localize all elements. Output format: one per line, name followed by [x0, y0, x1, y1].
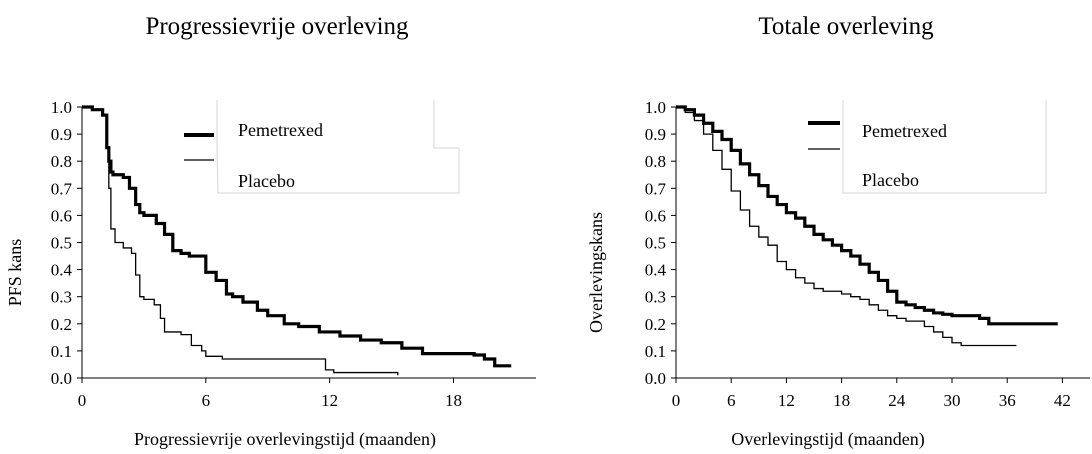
- series-line-placebo: [676, 106, 1017, 347]
- y-tick-label: 0.5: [645, 234, 666, 253]
- y-tick-label: 0.6: [645, 206, 666, 225]
- x-tick-label: 42: [1054, 391, 1071, 410]
- legend: Pemetrexed Placebo: [184, 100, 460, 194]
- y-tick-label: 0.0: [51, 369, 72, 388]
- chart-title: Totale overleving: [758, 13, 934, 40]
- y-tick-label: 0.4: [51, 261, 73, 280]
- y-tick-label: 0.8: [645, 152, 666, 171]
- chart-title: Progressievrije overleving: [145, 13, 409, 40]
- legend-box: [216, 100, 460, 194]
- y-tick-label: 1.0: [645, 98, 666, 117]
- legend-label: Placebo: [238, 171, 295, 191]
- y-tick-label: 0.3: [645, 288, 666, 307]
- y-tick-label: 0.5: [51, 234, 72, 253]
- y-axis-label: PFS kans: [5, 239, 25, 307]
- legend: Pemetrexed Placebo: [808, 100, 1047, 194]
- series-line-pemetrexed: [82, 105, 512, 368]
- series-line-placebo: [82, 106, 399, 376]
- x-tick-label: 18: [833, 391, 850, 410]
- y-tick-label: 0.3: [51, 288, 72, 307]
- x-tick-label: 30: [944, 391, 961, 410]
- x-tick-label: 24: [888, 391, 906, 410]
- chart-plot-area: 0.0 0.1 0.2 0.3 0.4 0.5 0.6 0.7 0.8 0.9 1.0 0 6 12 18 2…: [586, 98, 1090, 450]
- y-tick-label: 0.6: [51, 206, 72, 225]
- y-tick-label: 0.0: [645, 369, 666, 388]
- chart-overall-survival: Totale overleving 0.0 0.1 0.2 0.3 0.4 0.5 0.6 0…: [546, 0, 1092, 454]
- y-tick-label: 0.9: [51, 125, 72, 144]
- y-tick-label: 0.9: [645, 125, 666, 144]
- x-tick-label: 0: [78, 391, 87, 410]
- y-tick-label: 0.4: [645, 261, 667, 280]
- series-line-pemetrexed: [676, 105, 1058, 326]
- chart-progression-free-survival: Progressievrije overleving 0.0 0.1 0.2 0.3 0…: [5, 13, 536, 450]
- x-axis-label: Overlevingstijd (maanden): [731, 429, 924, 450]
- x-tick-label: 0: [672, 391, 681, 410]
- x-tick-label: 6: [727, 391, 736, 410]
- y-tick-label: 0.7: [51, 179, 73, 198]
- y-tick-label: 0.2: [645, 315, 666, 334]
- x-axis-label: Progressievrije overlevingstijd (maanden…: [134, 429, 436, 450]
- x-tick-label: 6: [202, 391, 211, 410]
- y-tick-label: 0.7: [645, 179, 667, 198]
- y-tick-label: 1.0: [51, 98, 72, 117]
- x-tick-label: 36: [999, 391, 1016, 410]
- x-tick-label: 12: [778, 391, 795, 410]
- legend-label: Placebo: [862, 170, 919, 190]
- x-tick-label: 12: [321, 391, 338, 410]
- y-tick-label: 0.2: [51, 315, 72, 334]
- legend-label: Pemetrexed: [238, 120, 323, 140]
- legend-box: [842, 100, 1047, 194]
- y-tick-label: 0.1: [51, 342, 72, 361]
- legend-label: Pemetrexed: [862, 121, 947, 141]
- y-tick-label: 0.8: [51, 152, 72, 171]
- y-axis-label: Overlevingskans: [586, 212, 606, 333]
- chart-plot-area: 0.0 0.1 0.2 0.3 0.4 0.5 0.6 0.7 0.8 0.9 1.0 0 6 12 18 P…: [5, 98, 536, 450]
- y-tick-label: 0.1: [645, 342, 666, 361]
- x-tick-label: 18: [445, 391, 462, 410]
